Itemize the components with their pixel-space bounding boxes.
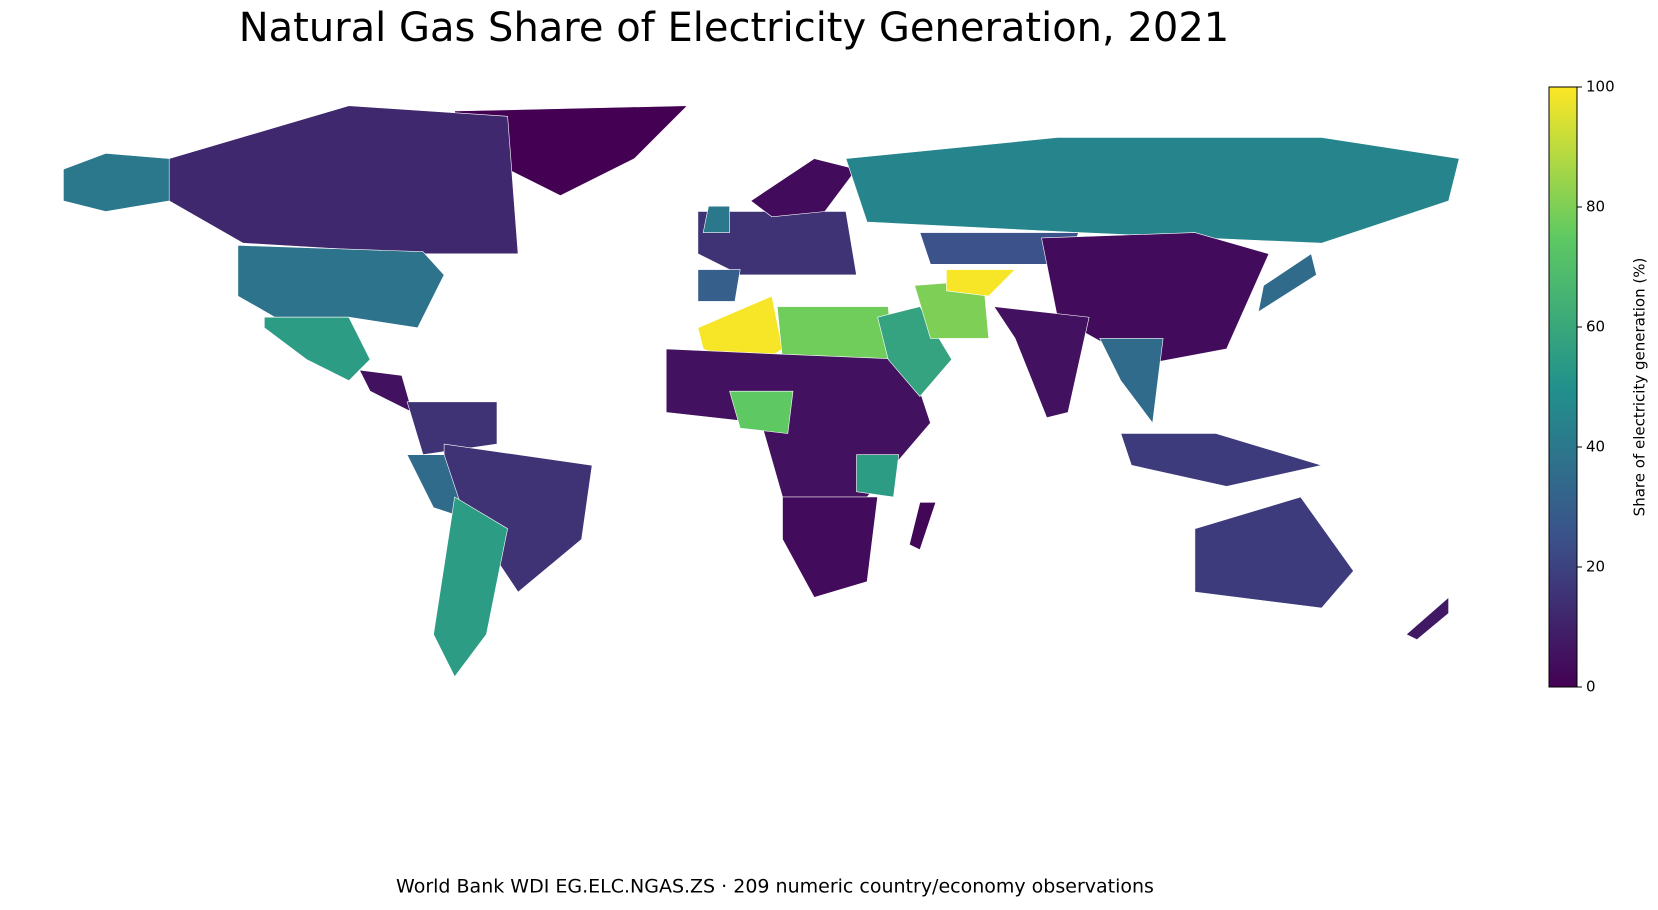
colorbar-tick-label: 100 [1586,78,1615,96]
colorbar-tick-label: 60 [1586,318,1605,336]
colorbar [1548,86,1578,688]
colorbar-tick-label: 40 [1586,438,1605,456]
map [63,105,1460,678]
region [1257,253,1317,313]
region [237,244,445,329]
region [1099,338,1164,424]
region [1194,496,1354,609]
region [168,105,519,255]
region [1405,596,1449,641]
region [993,306,1090,419]
region [845,137,1460,244]
colorbar-tick-label: 80 [1586,198,1605,216]
region [1120,433,1323,487]
map-title: Natural Gas Share of Electricity Generat… [239,5,1230,51]
region [63,152,170,212]
colorbar-tick-label: 0 [1586,678,1596,696]
caption: World Bank WDI EG.ELC.NGAS.ZS · 209 nume… [396,876,1154,898]
region [697,269,741,302]
region [750,158,858,218]
region [263,316,371,382]
colorbar-tick-label: 20 [1586,558,1605,576]
region [433,496,508,678]
colorbar-axis: 0 20 40 60 80 100 [1577,78,1615,696]
region [358,369,413,413]
region [782,496,878,598]
region [406,401,498,456]
region [856,454,900,498]
colorbar-label: Share of electricity generation (%) [1631,258,1649,517]
region [702,205,730,233]
region [729,390,794,434]
region [909,501,937,551]
region [946,269,1016,297]
